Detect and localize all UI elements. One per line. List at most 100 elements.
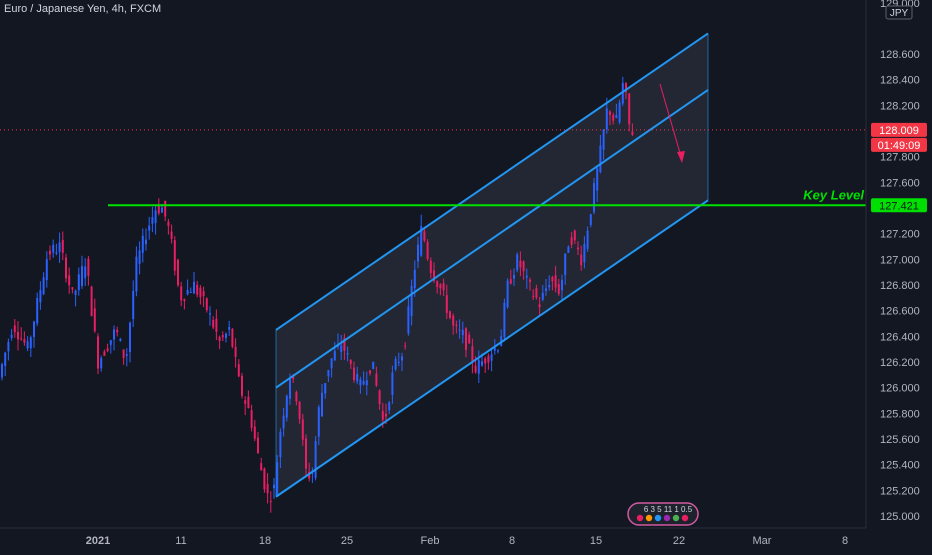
candle-body [426,241,429,260]
y-tick-label-top: 129.000 [880,0,920,10]
candle-body [602,129,605,150]
countdown-value: 01:49:09 [878,140,921,152]
candle-body [391,372,394,395]
candle-body [103,351,106,356]
candle-body [129,322,131,352]
candle-body [23,339,26,343]
channel-lower-line[interactable] [275,199,709,498]
candle-body [589,214,592,225]
candle-body [321,392,323,417]
y-tick-label: 125.000 [880,511,920,523]
candle-body [404,345,407,347]
projection-arrow [659,83,683,161]
candle-body [551,276,554,282]
candle-body [39,290,42,303]
candle-body [100,358,103,369]
candle-body [177,259,179,286]
candle-body [132,290,135,320]
reaction-icon [681,514,689,522]
candle-body [305,438,307,469]
candle-body [417,244,419,262]
x-tick-label: 22 [673,535,685,547]
candle-body [228,326,231,330]
candle-body [71,287,74,290]
x-tick-label: 8 [509,535,515,547]
candle-body [356,374,359,382]
candle-body [359,379,362,386]
candle-body [221,335,224,338]
candle-body [61,240,64,253]
candle-body [193,281,195,294]
candle-body [519,260,522,268]
candle-body [250,410,253,428]
candle-body [506,280,509,308]
y-tick-label: 127.200 [880,229,920,241]
chart-title: Euro / Japanese Yen, 4h, FXCM [4,3,162,15]
x-tick-label: 18 [259,535,271,547]
candle-body [353,367,355,381]
candle-body [161,207,163,213]
candle-body [612,114,615,121]
candle-body [186,289,189,295]
candle-body [260,463,263,471]
candle-body [513,275,515,279]
candle-body [125,354,128,356]
x-tick-label: 2021 [86,535,110,547]
candle-body [455,324,458,326]
candle-body [516,254,519,271]
candle-body [330,358,333,369]
candle-body [279,431,282,458]
candle-body [74,290,77,295]
candle-body [484,358,487,364]
reaction-icon [663,514,671,522]
reaction-icon [636,514,644,522]
channel-upper-line[interactable] [275,32,709,331]
candle-body [577,247,579,250]
candle-body [189,292,192,294]
candle-body [247,396,250,408]
candle-body [106,348,109,351]
reaction-icon [654,514,662,522]
channel-middle-line[interactable] [275,89,709,389]
candle-body [369,370,371,374]
reaction-icon [672,514,680,522]
candle-body [388,402,391,411]
candle-body [113,329,115,340]
candle-body [10,334,13,339]
candle-body [628,93,631,125]
candle-body [541,292,544,300]
candle-body [157,206,160,214]
candle-body [81,266,83,286]
time-axis-bg [0,528,866,550]
candle-body [397,361,400,363]
candle-body [109,340,112,345]
candle-body [119,338,122,341]
candle-body [564,253,567,276]
candle-body [465,328,467,350]
candle-body [311,472,314,474]
candle-body [407,306,410,334]
candle-body [29,337,32,349]
price-axis-bg [866,0,932,550]
candle-body [196,284,199,295]
candle-body [333,350,336,361]
reaction-widget[interactable] [627,502,699,526]
candle-body [477,359,480,374]
candle-body [621,82,624,104]
candle-body [557,284,560,294]
candle-body [561,280,563,291]
candle-body [503,302,506,337]
candle-body [45,259,48,281]
candle-body [317,407,320,437]
candle-body [327,370,330,377]
candle-body [173,240,176,271]
x-tick-label: 11 [175,535,186,547]
candle-body [205,298,208,311]
candle-body [269,501,272,503]
candle-body [49,250,51,255]
currency-badge[interactable] [885,5,913,20]
candle-body [458,329,461,331]
candle-body [7,341,10,352]
